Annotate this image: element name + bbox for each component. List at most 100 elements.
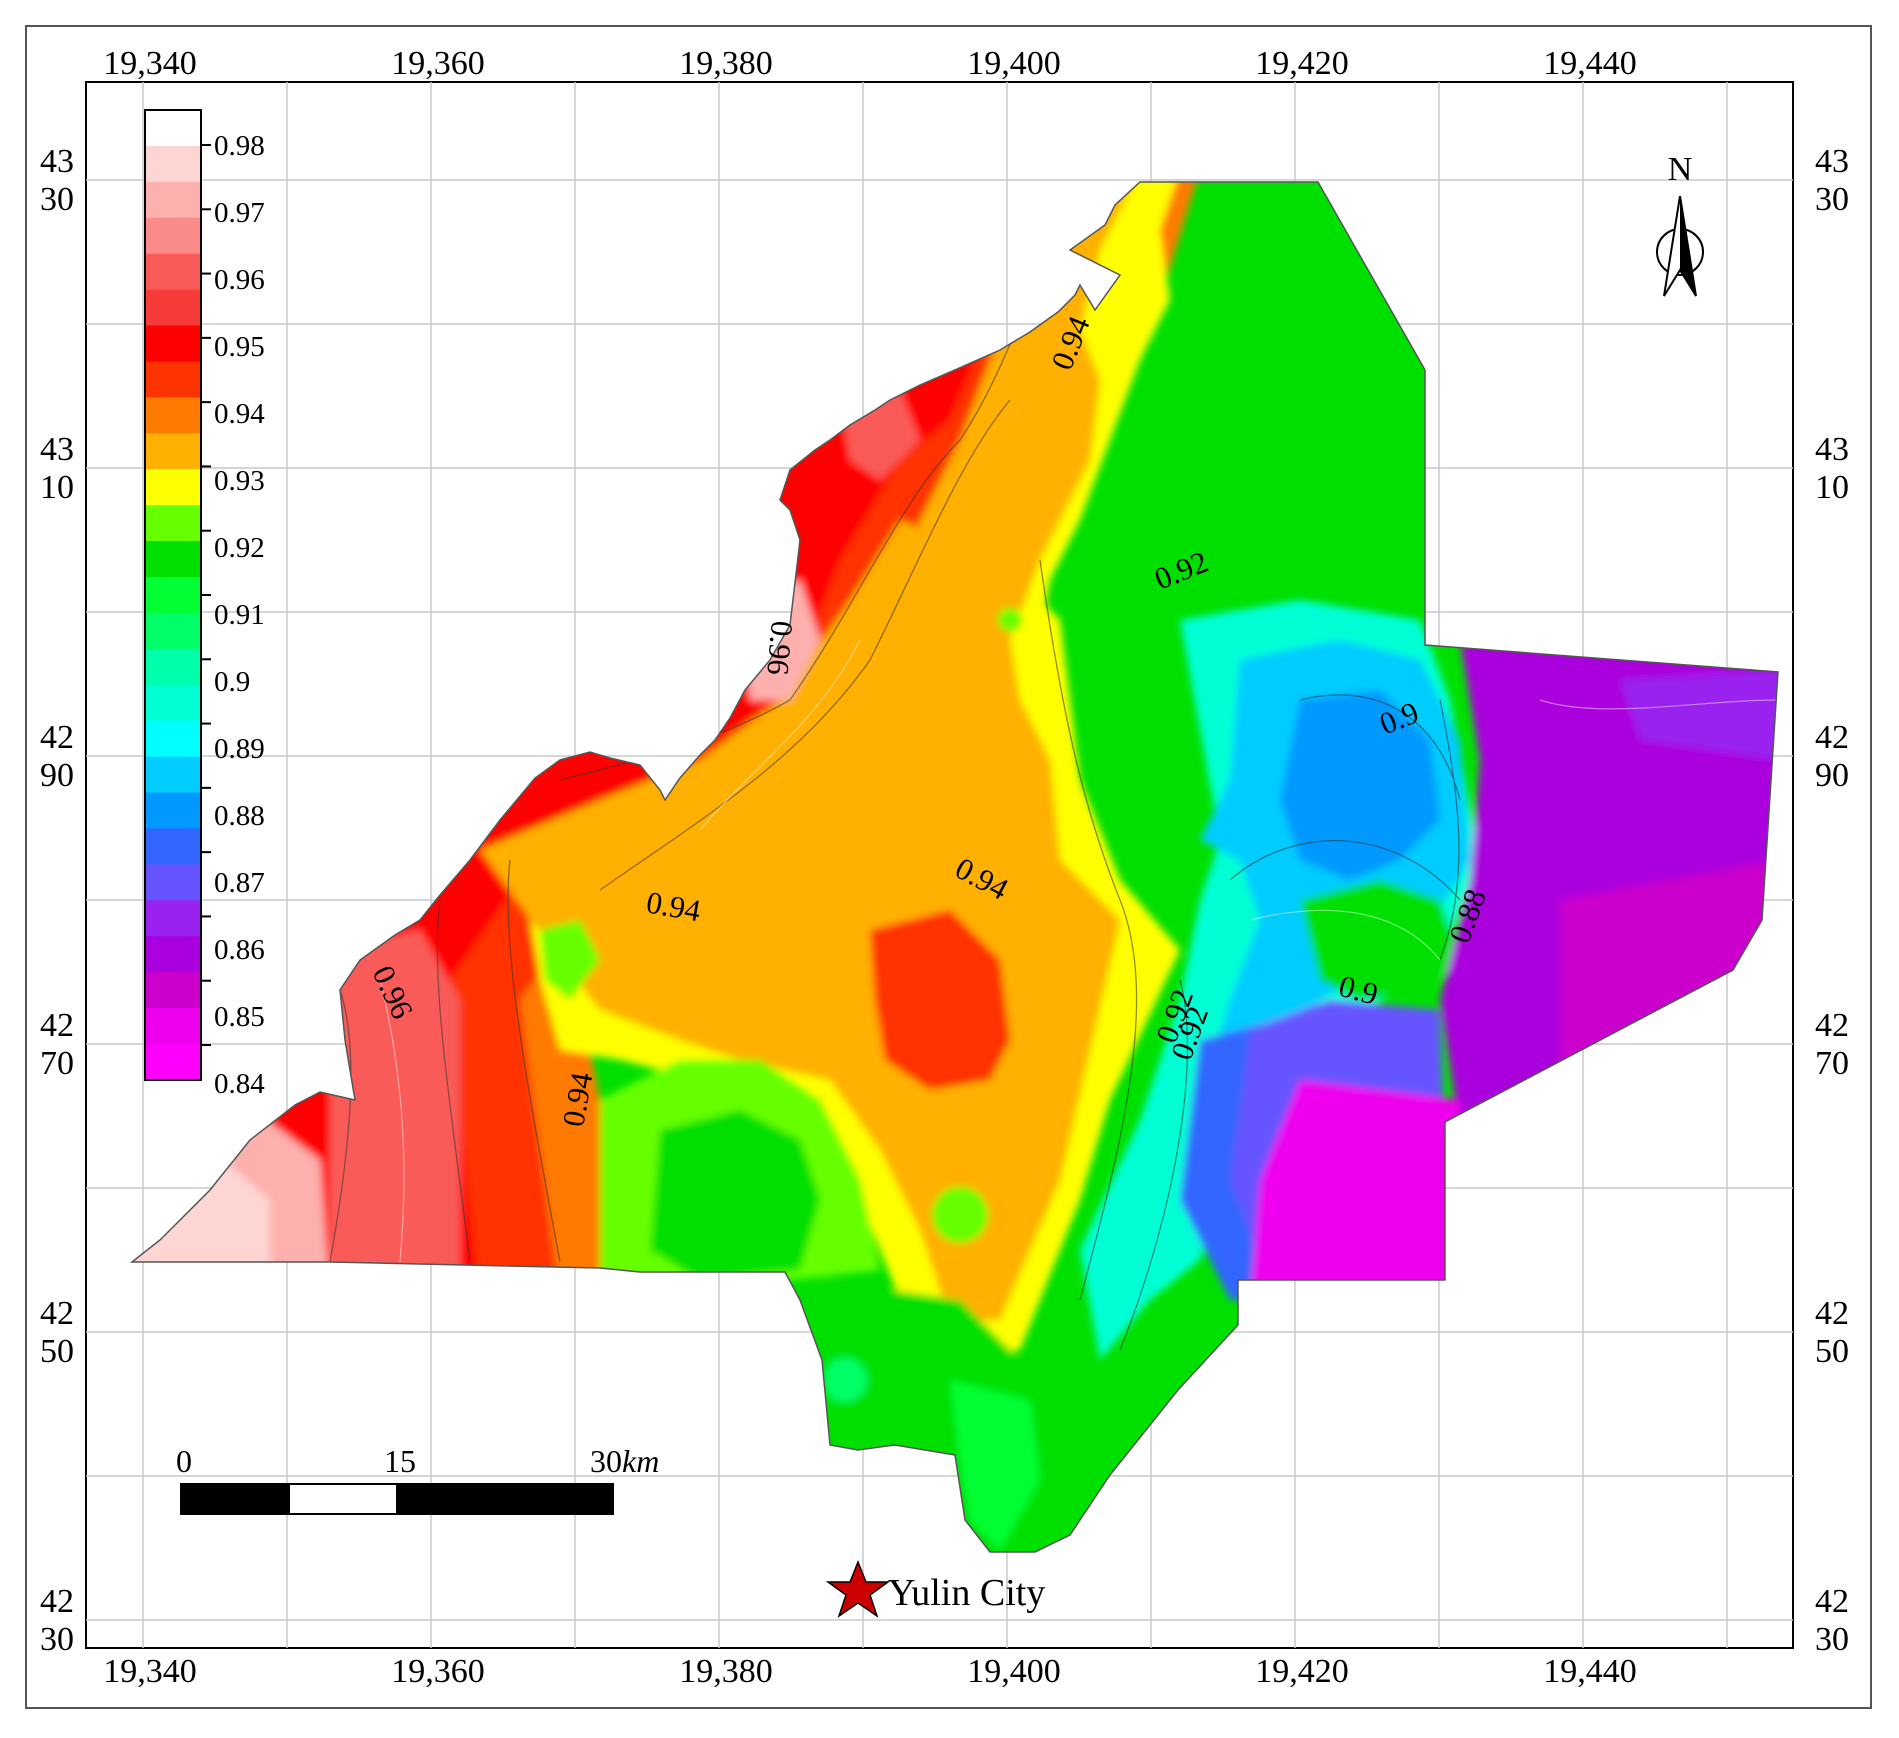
legend-swatch: [145, 505, 201, 542]
legend-swatch: [145, 253, 201, 291]
legend-swatch: [145, 289, 201, 327]
y-tick-label-bottom: 90: [1815, 757, 1849, 794]
legend-label: 0.84: [214, 1068, 265, 1100]
legend-color-bar: [144, 109, 211, 1081]
x-tick-label: 19,440: [1543, 1653, 1637, 1690]
legend-label: 0.95: [214, 331, 265, 363]
x-tick-label: 19,420: [1255, 1653, 1349, 1690]
legend-label: 0.85: [214, 1001, 265, 1033]
y-tick-label-top: 43: [1815, 431, 1849, 468]
legend-label: 0.96: [214, 264, 265, 296]
legend-label: 0.87: [214, 867, 265, 899]
legend-swatch: [145, 684, 201, 722]
legend-labels: 0.98 0.97 0.96 0.95 0.94 0.93 0.92 0.91 …: [214, 130, 265, 1100]
x-tick-label: 19,340: [103, 45, 197, 82]
legend-label: 0.93: [214, 465, 265, 497]
y-axis-left: 43 30 43 10 42 90 42 70 42 50 42 30: [40, 143, 74, 1658]
y-tick-label-bottom: 10: [40, 469, 74, 506]
legend-swatch: [145, 469, 201, 506]
legend-label: 0.92: [214, 532, 265, 564]
x-tick-label: 19,440: [1543, 45, 1637, 82]
y-tick-label-top: 42: [40, 1007, 74, 1044]
legend-swatch: [145, 433, 201, 470]
legend-label: 0.9: [214, 666, 250, 698]
y-tick-label-bottom: 10: [1815, 469, 1849, 506]
y-tick-label-top: 42: [1815, 1295, 1849, 1332]
scale-unit: km: [622, 1443, 659, 1479]
scale-label: 0: [176, 1443, 192, 1479]
legend-swatch: [145, 217, 201, 255]
y-tick-label-bottom: 30: [40, 1621, 74, 1658]
study-area-boundary: [129, 181, 1779, 1553]
legend-label: 0.86: [214, 934, 265, 966]
y-tick-label-top: 42: [40, 1583, 74, 1620]
y-tick-label-top: 43: [40, 143, 74, 180]
y-axis-right: 43 30 43 10 42 90 42 70 42 50 42 30: [1815, 143, 1849, 1658]
legend-swatch: [145, 325, 201, 362]
scale-label: 30km: [590, 1443, 659, 1479]
legend-swatch: [145, 900, 201, 937]
north-arrow: N: [1656, 151, 1704, 297]
legend-label: 0.89: [214, 733, 265, 765]
color-legend: 0.98 0.97 0.96 0.95 0.94 0.93 0.92 0.91 …: [144, 109, 265, 1100]
legend-swatch: [145, 181, 201, 219]
y-tick-label-top: 42: [1815, 719, 1849, 756]
x-tick-label: 19,360: [391, 1653, 485, 1690]
x-tick-label: 19,360: [391, 45, 485, 82]
legend-swatch: [145, 110, 201, 147]
legend-swatch: [145, 828, 201, 865]
legend-label: 0.97: [214, 197, 265, 229]
y-tick-label-bottom: 50: [1815, 1333, 1849, 1370]
legend-label: 0.88: [214, 800, 265, 832]
y-tick-label-bottom: 30: [1815, 1621, 1849, 1658]
x-tick-label: 19,420: [1255, 45, 1349, 82]
x-axis-top: 19,340 19,360 19,380 19,400 19,420 19,44…: [103, 45, 1637, 82]
legend-swatch: [145, 145, 201, 183]
scale-label: 15: [384, 1443, 416, 1479]
x-tick-label: 19,400: [967, 1653, 1061, 1690]
legend-label: 0.98: [214, 130, 265, 162]
x-axis-bottom: 19,340 19,360 19,380 19,400 19,420 19,44…: [103, 1653, 1637, 1690]
scale-label-value: 30: [590, 1443, 622, 1479]
y-tick-label-bottom: 30: [40, 181, 74, 218]
y-tick-label-top: 42: [40, 1295, 74, 1332]
city-label: Yulin City: [888, 1572, 1045, 1614]
legend-swatch: [145, 972, 201, 1009]
y-tick-label-bottom: 50: [40, 1333, 74, 1370]
north-label: N: [1668, 151, 1693, 188]
legend-swatch: [145, 792, 201, 830]
legend-label: 0.94: [214, 398, 265, 430]
y-tick-label-top: 42: [1815, 1007, 1849, 1044]
x-tick-label: 19,340: [103, 1653, 197, 1690]
scale-bar: 0 15 30km: [176, 1443, 659, 1515]
city-marker: Yulin City: [825, 1559, 1045, 1618]
outer-frame: [25, 25, 1872, 1709]
x-tick-label: 19,400: [967, 45, 1061, 82]
scale-segment: [180, 1483, 290, 1515]
y-tick-label-bottom: 30: [1815, 181, 1849, 218]
y-tick-label-top: 43: [40, 431, 74, 468]
y-tick-label-top: 43: [1815, 143, 1849, 180]
x-tick-label: 19,380: [679, 45, 773, 82]
x-tick-label: 19,380: [679, 1653, 773, 1690]
scale-segment: [396, 1483, 614, 1515]
legend-swatch: [145, 541, 201, 578]
legend-swatch: [145, 361, 201, 398]
legend-swatch: [145, 756, 201, 794]
y-tick-label-bottom: 70: [40, 1045, 74, 1082]
legend-swatch: [145, 720, 201, 758]
y-tick-label-bottom: 90: [40, 757, 74, 794]
legend-swatch: [145, 1008, 201, 1045]
scale-segment: [288, 1483, 398, 1515]
y-tick-label-bottom: 70: [1815, 1045, 1849, 1082]
y-tick-label-top: 42: [1815, 1583, 1849, 1620]
legend-swatch: [145, 612, 201, 650]
legend-swatch: [145, 648, 201, 686]
legend-swatch: [145, 864, 201, 901]
contour-labels: 0.94 0.96 0.94 0.94 0.96 0.94 0.92 0.9 0…: [366, 311, 1493, 1129]
legend-swatch: [145, 577, 201, 614]
legend-label: 0.91: [214, 599, 265, 631]
star-icon: [825, 1559, 891, 1618]
y-tick-label-top: 42: [40, 719, 74, 756]
